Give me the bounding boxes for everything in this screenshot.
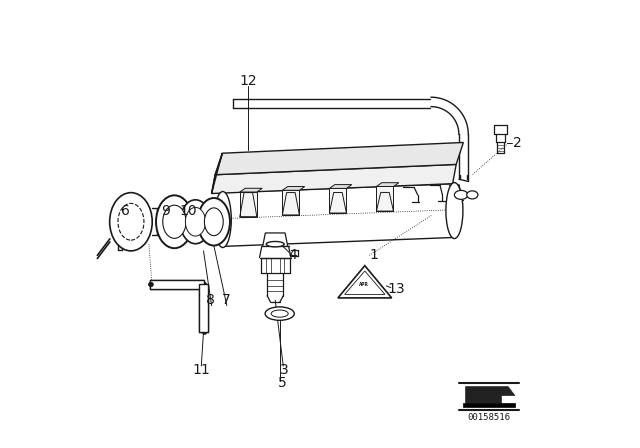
Polygon shape (376, 186, 394, 211)
Text: 7: 7 (221, 293, 230, 307)
Polygon shape (212, 164, 456, 194)
Ellipse shape (266, 241, 284, 247)
Polygon shape (262, 233, 288, 246)
Polygon shape (463, 403, 515, 407)
Ellipse shape (163, 205, 186, 238)
Text: 11: 11 (193, 362, 210, 377)
Polygon shape (282, 186, 305, 190)
Polygon shape (215, 142, 463, 175)
Text: 12: 12 (239, 73, 257, 88)
Text: 10: 10 (179, 203, 196, 218)
Circle shape (149, 282, 154, 287)
Polygon shape (330, 188, 346, 213)
Polygon shape (150, 280, 204, 289)
Ellipse shape (446, 183, 463, 238)
Ellipse shape (454, 190, 468, 199)
Text: 4: 4 (289, 248, 298, 263)
Ellipse shape (271, 310, 288, 317)
Ellipse shape (180, 200, 211, 244)
Ellipse shape (186, 207, 205, 236)
Polygon shape (199, 284, 208, 332)
Ellipse shape (214, 192, 231, 247)
Text: 8: 8 (206, 293, 214, 307)
Ellipse shape (467, 191, 478, 199)
Ellipse shape (198, 198, 230, 246)
Ellipse shape (156, 195, 193, 248)
Text: 6: 6 (121, 203, 129, 218)
Text: 13: 13 (387, 282, 405, 296)
Text: 5: 5 (278, 376, 286, 390)
Polygon shape (338, 266, 392, 298)
Text: 00158516: 00158516 (468, 414, 511, 422)
Polygon shape (240, 188, 262, 192)
Polygon shape (282, 190, 300, 215)
Text: APR: APR (359, 282, 369, 288)
Ellipse shape (265, 307, 294, 320)
Text: 3: 3 (280, 362, 289, 377)
Polygon shape (466, 387, 515, 403)
Polygon shape (240, 192, 257, 217)
Polygon shape (212, 153, 222, 194)
Text: 2: 2 (513, 136, 522, 151)
Polygon shape (376, 183, 399, 186)
Polygon shape (330, 185, 352, 188)
Text: 9: 9 (161, 203, 170, 218)
Text: 1: 1 (369, 248, 378, 263)
Ellipse shape (109, 193, 152, 251)
Ellipse shape (204, 208, 223, 236)
